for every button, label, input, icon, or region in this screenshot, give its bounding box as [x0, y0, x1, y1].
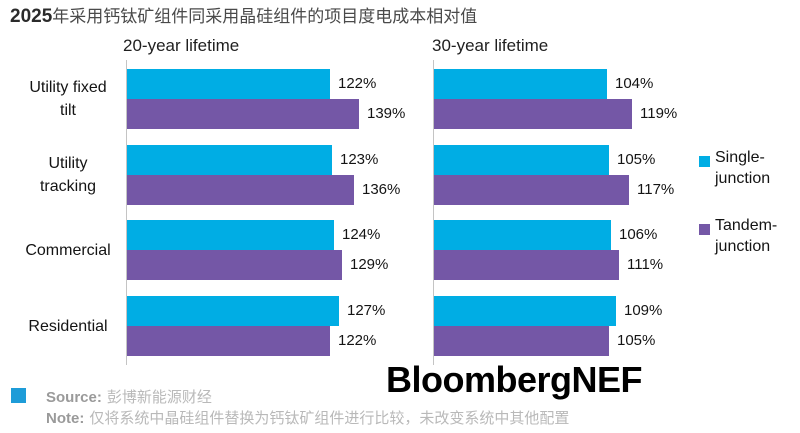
- bar-30-year-lifetime-utility-tracking-single-junction: [434, 145, 609, 175]
- note-line: Note: 仅将系统中晶硅组件替换为钙钛矿组件进行比较，未改变系统中其他配置: [46, 407, 569, 428]
- bar-value-label: 105%: [617, 151, 656, 168]
- chart-title-year: 2025: [10, 6, 53, 27]
- source-label: Source:: [46, 389, 102, 406]
- legend-label-line: junction: [715, 170, 771, 187]
- bar-value-label: 123%: [340, 151, 379, 168]
- bar-value-label: 136%: [362, 181, 401, 198]
- bar-30-year-lifetime-utility-fixed-tilt-single-junction: [434, 69, 607, 99]
- bar-20-year-lifetime-commercial-tandem-junction: [127, 250, 342, 280]
- bar-value-label: 106%: [619, 226, 658, 243]
- bar-value-label: 139%: [367, 105, 406, 122]
- note-label: Note:: [46, 410, 85, 427]
- bar-20-year-lifetime-commercial-single-junction: [127, 220, 334, 250]
- legend-label-line: junction: [715, 238, 771, 255]
- panel-header-20-year: 20-year lifetime: [123, 36, 240, 55]
- legend-label-single-junction: Single- junction: [715, 147, 770, 189]
- bar-20-year-lifetime-residential-tandem-junction: [127, 326, 330, 356]
- bar-value-label: 117%: [637, 181, 675, 198]
- bar-30-year-lifetime-residential-tandem-junction: [434, 326, 609, 356]
- bar-30-year-lifetime-utility-fixed-tilt-tandem-junction: [434, 99, 632, 129]
- legend-label-tandem-junction: Tandem- junction: [715, 215, 777, 257]
- bar-20-year-lifetime-utility-tracking-single-junction: [127, 145, 332, 175]
- panel-header-30-year: 30-year lifetime: [432, 36, 549, 55]
- bar-value-label: 109%: [624, 302, 663, 319]
- legend-swatch-single-junction: [699, 156, 710, 167]
- category-label-utility-tracking: Utility tracking: [0, 152, 136, 198]
- category-label-utility-fixed-tilt: Utility fixed tilt: [0, 76, 136, 122]
- category-label-line: Utility fixed: [29, 79, 107, 96]
- category-label-line: tracking: [39, 178, 97, 195]
- bar-value-label: 122%: [338, 332, 377, 349]
- category-label-line: Residential: [28, 318, 108, 335]
- bar-value-label: 105%: [617, 332, 656, 349]
- y-axis-left-panel: [126, 60, 127, 365]
- category-label-line: Utility: [48, 155, 88, 172]
- category-label-line: tilt: [60, 102, 76, 119]
- bar-value-label: 129%: [350, 256, 389, 273]
- bar-value-label: 119%: [640, 105, 678, 122]
- category-label-line: Commercial: [25, 242, 111, 259]
- note-text: 仅将系统中晶硅组件替换为钙钛矿组件进行比较，未改变系统中其他配置: [89, 410, 570, 427]
- y-axis-right-panel: [433, 60, 434, 365]
- source-marker-icon: [11, 388, 26, 403]
- bar-value-label: 124%: [342, 226, 381, 243]
- source-line: Source: 彭博新能源财经: [46, 386, 212, 407]
- bloombergnef-logo: BloombergNEF: [386, 359, 643, 400]
- bar-value-label: 104%: [615, 75, 654, 92]
- legend-swatch-tandem-junction: [699, 224, 710, 235]
- bar-20-year-lifetime-utility-fixed-tilt-tandem-junction: [127, 99, 359, 129]
- category-label-commercial: Commercial: [0, 239, 136, 262]
- bar-20-year-lifetime-residential-single-junction: [127, 296, 339, 326]
- bar-30-year-lifetime-residential-single-junction: [434, 296, 616, 326]
- bar-value-label: 127%: [347, 302, 386, 319]
- bar-value-label: 122%: [338, 75, 377, 92]
- bar-30-year-lifetime-commercial-single-junction: [434, 220, 611, 250]
- source-text: 彭博新能源财经: [106, 389, 212, 406]
- chart-title-text: 年采用钙钛矿组件同采用晶硅组件的项目度电成本相对值: [52, 7, 478, 26]
- bar-30-year-lifetime-utility-tracking-tandem-junction: [434, 175, 629, 205]
- category-label-residential: Residential: [0, 315, 136, 338]
- bar-30-year-lifetime-commercial-tandem-junction: [434, 250, 619, 280]
- bar-20-year-lifetime-utility-tracking-tandem-junction: [127, 175, 354, 205]
- legend-label-line: Tandem-: [715, 217, 778, 234]
- bar-value-label: 111%: [627, 256, 664, 273]
- bar-20-year-lifetime-utility-fixed-tilt-single-junction: [127, 69, 330, 99]
- chart-title: 2025年采用钙钛矿组件同采用晶硅组件的项目度电成本相对值: [10, 5, 477, 29]
- legend-label-line: Single-: [715, 149, 765, 166]
